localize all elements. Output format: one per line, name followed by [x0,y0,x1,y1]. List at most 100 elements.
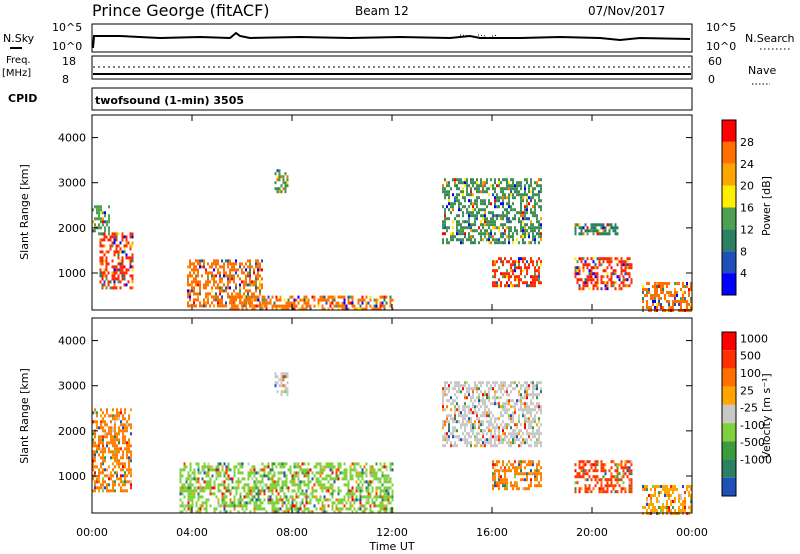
velocity-echo-cell [118,477,120,481]
velocity-echo-cell [255,504,258,508]
power-echo-cell [592,278,595,282]
power-echo-cell [223,271,225,275]
velocity-echo-cell [656,485,658,488]
velocity-echo-cell [480,390,482,394]
velocity-echo-cell [293,477,296,481]
power-echo-cell [504,229,506,233]
velocity-echo-cell [122,483,124,487]
velocity-echo-cell [197,477,200,481]
velocity-echo-cell [474,408,476,412]
velocity-echo-cell [359,474,362,478]
velocity-echo-cell [658,500,660,503]
velocity-echo-cell [496,484,498,488]
velocity-echo-cell [108,441,110,445]
velocity-echo-cell [283,480,286,484]
velocity-echo-cell [532,408,534,412]
velocity-echo-cell [303,495,306,499]
velocity-echo-cell [112,414,114,418]
velocity-echo-cell [474,435,476,439]
velocity-ytick-label: 1000 [58,470,86,483]
power-echo-cell [119,280,122,284]
velocity-echo-cell [223,486,226,490]
power-echo-cell [478,241,480,245]
power-echo-cell [462,229,464,233]
velocity-echo-cell [271,498,274,502]
power-echo-cell [207,301,209,305]
power-echo-cell [361,301,364,305]
velocity-echo-cell [498,387,500,391]
velocity-echo-cell [282,372,285,376]
velocity-echo-cell [508,423,510,427]
power-echo-cell [219,301,221,305]
velocity-echo-cell [369,480,372,484]
velocity-echo-cell [110,474,112,478]
velocity-echo-cell [470,387,472,391]
velocity-echo-cell [279,498,282,502]
power-echo-cell [337,301,340,305]
velocity-echo-cell [106,435,108,439]
power-echo-cell [512,235,514,239]
power-echo-cell [470,199,472,203]
power-echo-cell [508,284,510,288]
velocity-echo-cell [369,492,372,496]
velocity-echo-cell [520,478,522,482]
power-echo-cell [678,282,680,285]
velocity-echo-cell [684,509,686,512]
velocity-echo-cell [674,497,676,500]
power-echo-cell [580,229,583,233]
velocity-echo-cell [349,507,352,511]
velocity-echo-cell [454,381,456,385]
power-echo-cell [193,286,195,290]
power-echo-cell [466,184,468,188]
velocity-echo-cell [534,414,536,418]
power-echo-cell [247,301,250,305]
velocity-echo-cell [383,495,386,499]
velocity-echo-cell [530,426,532,430]
velocity-echo-cell [257,480,260,484]
power-echo-cell [466,211,468,215]
power-echo-cell [532,223,534,227]
velocity-echo-cell [528,435,530,439]
velocity-echo-cell [448,414,450,418]
velocity-echo-cell [668,509,670,512]
power-echo-cell [99,271,102,275]
power-echo-cell [474,220,476,224]
velocity-echo-cell [185,504,188,508]
velocity-echo-cell [279,477,282,481]
velocity-echo-cell [385,477,388,481]
power-colorbar-segment [722,273,736,295]
power-echo-cell [343,301,346,305]
velocity-echo-cell [283,471,286,475]
velocity-echo-cell [524,420,526,424]
velocity-echo-cell [502,420,504,424]
velocity-echo-cell [387,480,390,484]
velocity-echo-cell [662,488,664,491]
velocity-echo-cell [321,501,324,505]
velocity-echo-cell [466,420,468,424]
power-echo-cell [610,223,613,227]
power-echo-cell [462,226,464,230]
velocity-echo-cell [468,384,470,388]
velocity-echo-cell [494,417,496,421]
velocity-echo-cell [476,435,478,439]
power-echo-cell [482,232,484,236]
velocity-echo-cell [205,501,208,505]
velocity-echo-cell [383,489,386,493]
power-echo-cell [351,301,354,305]
power-echo-cell [227,295,229,299]
power-echo-cell [245,280,247,284]
power-echo-cell [452,193,454,197]
power-echo-cell [462,190,464,194]
velocity-echo-cell [120,477,122,481]
power-echo-cell [588,269,591,273]
power-echo-cell [189,274,191,278]
power-echo-cell [660,288,662,291]
velocity-echo-cell [285,474,288,478]
power-echo-cell [191,274,193,278]
velocity-echo-cell [480,381,482,385]
velocity-echo-cell [520,393,522,397]
velocity-echo-cell [269,471,272,475]
velocity-echo-cell [690,506,692,509]
velocity-echo-cell [606,478,609,482]
velocity-echo-cell [656,500,658,503]
